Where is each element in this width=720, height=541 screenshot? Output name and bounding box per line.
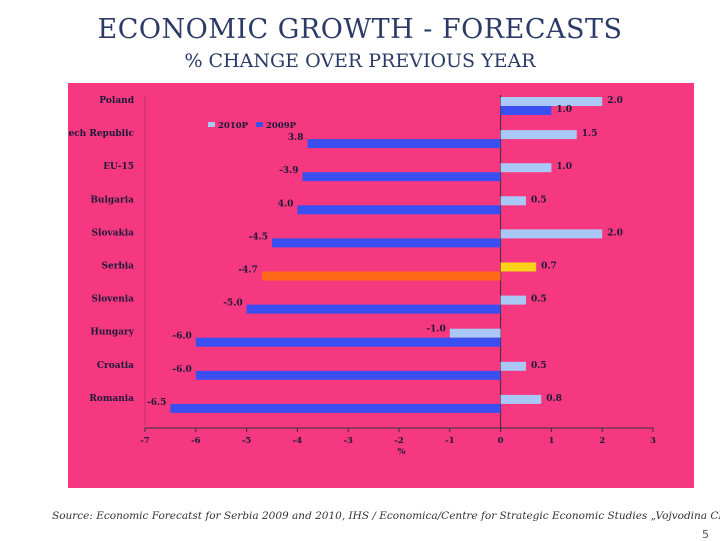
page-number: 5 (702, 528, 709, 541)
value-label-2009P: -3.9 (279, 166, 298, 176)
bar-2010P (500, 163, 552, 173)
category-label: Slovenia (91, 295, 134, 305)
value-label-2009P: -5.0 (223, 299, 242, 309)
x-tick-label: -2 (394, 436, 404, 446)
growth-forecast-chart: -7 -6 -5 -4 -3 -2 -1 0 1 2 3% Poland 2.0 1.0 Czech Rep… (68, 95, 656, 457)
chart-panel: -7 -6 -5 -4 -3 -2 -1 0 1 2 3% Poland 2.0 1.0 Czech Rep… (68, 83, 694, 488)
value-label-2010P: 0.5 (531, 361, 547, 371)
bar-2010P (500, 394, 542, 404)
legend-swatch-2010P (208, 122, 215, 127)
category-label: Slovakia (92, 228, 135, 238)
value-label-2009P: 3.8 (288, 133, 304, 143)
x-tick-label: -7 (140, 436, 150, 446)
bar-2009P (246, 304, 501, 314)
value-label-2010P: 1.5 (582, 129, 598, 139)
value-label-2009P: -6.0 (172, 365, 191, 375)
value-label-2009P: 1.0 (556, 105, 572, 115)
legend-label-2009P: 2009P (266, 121, 297, 131)
bar-2010P (500, 196, 526, 206)
value-label-2009P: -6.0 (172, 332, 191, 342)
value-label-2010P: 1.0 (556, 162, 572, 172)
category-label: Romania (89, 394, 134, 404)
value-label-2010P: 0.7 (541, 262, 557, 272)
bar-2009P (307, 139, 501, 149)
bar-2010P (500, 229, 603, 239)
legend-swatch-2009P (256, 122, 263, 127)
bar-2010P (500, 295, 526, 305)
value-label-2010P: 0.5 (531, 295, 547, 305)
category-label: EU-15 (103, 162, 134, 172)
bar-2009P (272, 238, 501, 248)
value-label-2010P: 0.5 (531, 195, 547, 205)
source-note: Source: Economic Forecatst for Serbia 20… (52, 510, 720, 522)
category-label: Serbia (101, 262, 134, 272)
bar-2010P (500, 130, 577, 140)
bar-2009P (500, 106, 552, 115)
bar-2009P (297, 205, 501, 215)
value-label-2010P: -1.0 (426, 325, 445, 335)
x-tick-label: -4 (293, 436, 303, 446)
value-label-2010P: 2.0 (607, 96, 623, 106)
x-tick-label: -6 (191, 436, 201, 446)
x-axis-label: % (398, 447, 406, 457)
bar-2009P (302, 172, 501, 182)
bar-2010P (500, 361, 526, 371)
category-label: Czech Republic (68, 129, 135, 139)
bar-2010P (449, 328, 501, 338)
category-label: Hungary (90, 328, 134, 338)
slide-subtitle: % CHANGE OVER PREVIOUS YEAR (184, 50, 536, 72)
value-label-2010P: 2.0 (607, 228, 623, 238)
x-tick-label: -5 (242, 436, 252, 446)
value-label-2009P: -6.5 (147, 398, 166, 408)
category-label: Bulgaria (90, 195, 134, 205)
category-label: Poland (99, 96, 134, 106)
bar-2009P (170, 403, 501, 413)
value-label-2010P: 0.8 (546, 394, 562, 404)
x-tick-label: 1 (548, 436, 554, 446)
value-label-2009P: -4.7 (238, 266, 257, 276)
bar-2010P (500, 97, 603, 106)
value-label-2009P: -4.5 (249, 232, 268, 242)
x-tick-label: -1 (445, 436, 455, 446)
bar-2010P (500, 262, 537, 272)
slide-title: ECONOMIC GROWTH - FORECASTS (97, 14, 623, 45)
bar-2009P (195, 370, 501, 380)
x-tick-label: -3 (343, 436, 353, 446)
bar-2009P (261, 271, 501, 281)
x-tick-label: 3 (650, 436, 656, 446)
x-tick-label: 0 (498, 436, 504, 446)
value-label-2009P: 4.0 (278, 199, 294, 209)
bar-2009P (195, 337, 501, 347)
category-label: Croatia (97, 361, 134, 371)
legend-label-2010P: 2010P (218, 121, 249, 131)
x-tick-label: 2 (599, 436, 605, 446)
